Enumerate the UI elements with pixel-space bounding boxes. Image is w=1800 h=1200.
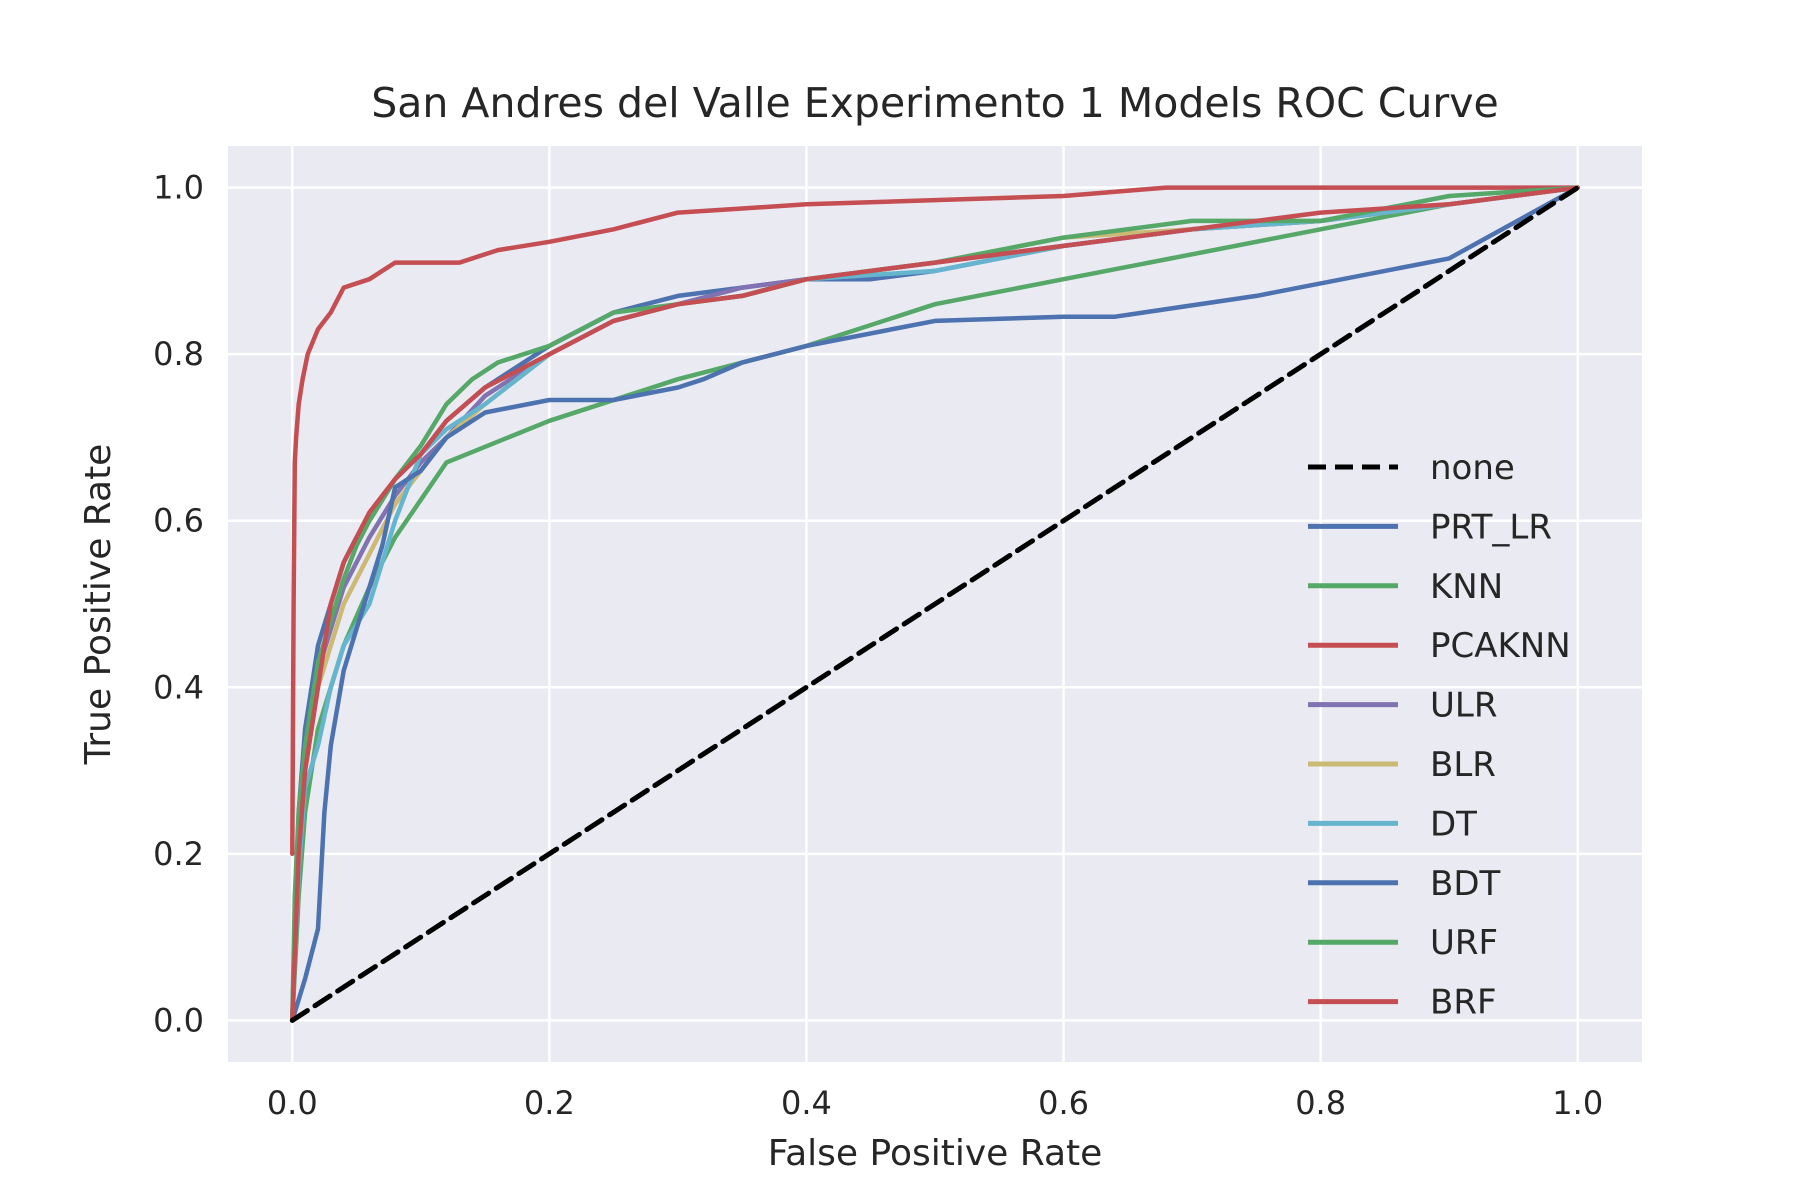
legend-label: BRF (1430, 983, 1497, 1023)
y-tick-label: 0.6 (153, 502, 204, 540)
series-lines (289, 185, 1581, 1023)
x-tick-label: 0.4 (781, 1084, 832, 1122)
y-tick-label: 0.8 (153, 335, 204, 373)
y-tick-label: 1.0 (153, 169, 204, 207)
legend-label: none (1430, 448, 1515, 488)
series-line-brf (290, 185, 1580, 1023)
legend-label: KNN (1430, 567, 1503, 607)
legend-label: BLR (1430, 745, 1496, 785)
legend-label: PRT_LR (1430, 507, 1552, 547)
x-axis-label: False Positive Rate (768, 1133, 1103, 1174)
chart-title: San Andres del Valle Experimento 1 Model… (371, 79, 1499, 127)
series-line-pcaknn (290, 185, 1580, 857)
y-tick-label: 0.4 (153, 668, 204, 706)
x-tick-label: 0.8 (1295, 1084, 1346, 1122)
x-tick-labels: 0.0 0.2 0.4 0.6 0.8 1.0 (267, 1084, 1603, 1122)
x-tick-label: 0.6 (1038, 1084, 1089, 1122)
x-tick-label: 1.0 (1552, 1084, 1603, 1122)
y-tick-labels: 0.0 0.2 0.4 0.6 0.8 1.0 (153, 169, 204, 1040)
y-axis-label: True Positive Rate (78, 444, 119, 766)
y-tick-label: 0.2 (153, 835, 204, 873)
x-tick-label: 0.0 (267, 1084, 318, 1122)
legend-label: BDT (1430, 864, 1501, 904)
legend-label: DT (1430, 804, 1477, 844)
grid-lines (228, 146, 1642, 1062)
series-line-bdt (290, 185, 1580, 1023)
legend-label: URF (1430, 923, 1498, 963)
x-tick-label: 0.2 (524, 1084, 575, 1122)
legend-label: PCAKNN (1430, 626, 1571, 666)
y-tick-label: 0.0 (153, 1001, 204, 1039)
legend: none PRT_LR KNN PCAKNN ULR BLR DT BDT URF BRF (1308, 448, 1571, 1023)
series-line-urf (290, 185, 1580, 1023)
series-line-none (289, 185, 1581, 1023)
legend-label: ULR (1430, 686, 1497, 726)
